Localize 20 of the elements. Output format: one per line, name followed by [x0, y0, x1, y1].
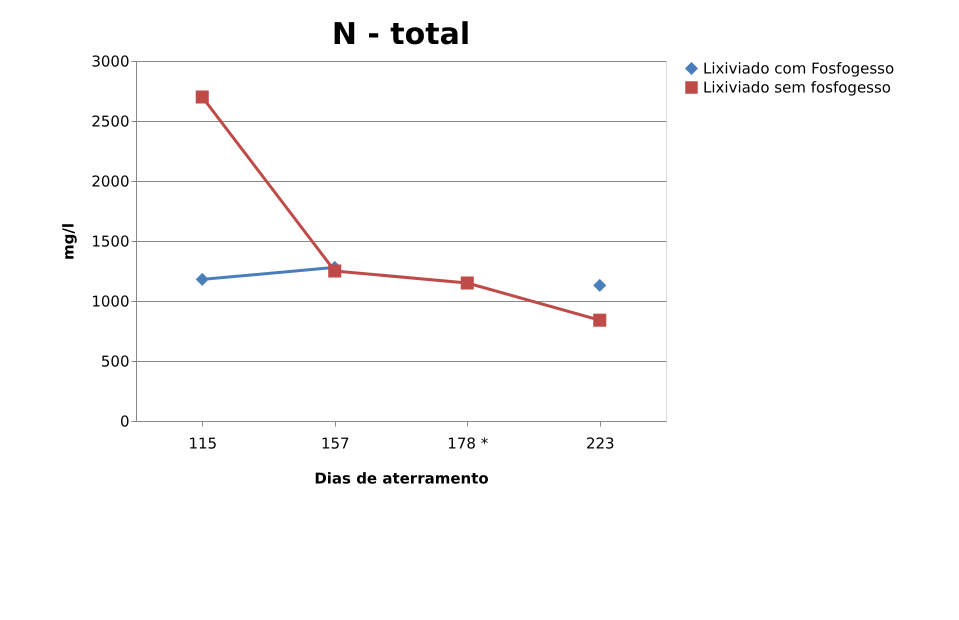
x-tick-label: 178 *: [447, 434, 489, 452]
x-tick-label: 223: [586, 434, 615, 452]
point: [196, 90, 209, 104]
y-tick-label: 1500: [91, 232, 130, 250]
x-axis-title: Dias de aterramento: [314, 470, 489, 488]
point: [593, 278, 606, 292]
y-tick-label: 500: [100, 352, 130, 370]
y-tick-label: 3000: [91, 52, 130, 70]
y-axis-title: mg/l: [59, 223, 78, 260]
y-tick-label: 2500: [91, 112, 130, 130]
y-tick-label: 2000: [91, 172, 130, 190]
chart-title: N - total: [332, 17, 470, 52]
point: [460, 276, 474, 290]
y-tick-label: 0: [120, 412, 130, 430]
legend-label: Lixiviado sem fosfogesso: [703, 78, 891, 96]
x-tick-label: 115: [188, 434, 218, 452]
legend-label: Lixiviado com Fosfogesso: [703, 60, 894, 78]
x-tick-label: 157: [320, 434, 350, 452]
point: [593, 314, 606, 327]
y-tick-label: 1000: [91, 292, 130, 310]
